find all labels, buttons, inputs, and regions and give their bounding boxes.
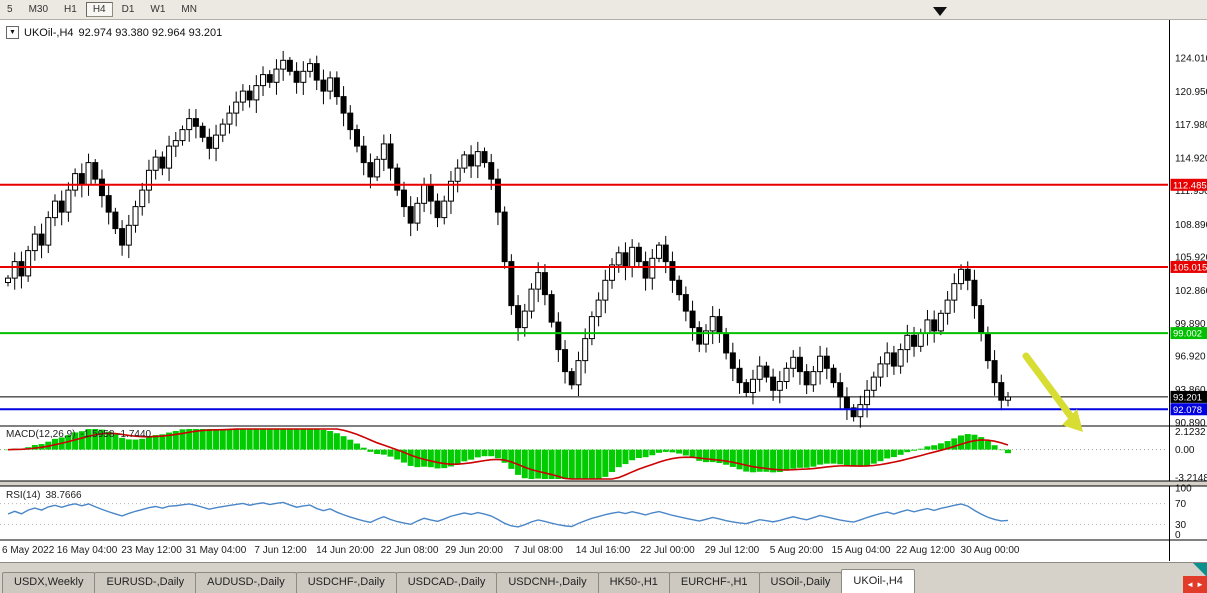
svg-text:120.950: 120.950 xyxy=(1175,87,1207,98)
chart-tab-usdcad-daily[interactable]: USDCAD-,Daily xyxy=(395,572,498,593)
svg-text:112.485: 112.485 xyxy=(1173,180,1207,191)
svg-text:70: 70 xyxy=(1175,499,1187,510)
svg-text:99.002: 99.002 xyxy=(1173,329,1202,340)
svg-text:105.920: 105.920 xyxy=(1175,252,1207,263)
time-axis-label: 29 Jun 20:00 xyxy=(445,545,503,556)
time-axis-label: 15 Aug 04:00 xyxy=(831,545,891,556)
chart-shift-marker-icon[interactable] xyxy=(933,7,947,16)
svg-text:124.010: 124.010 xyxy=(1175,54,1207,65)
svg-text:92.078: 92.078 xyxy=(1173,405,1202,416)
time-axis-label: 29 Jul 12:00 xyxy=(704,545,760,556)
time-axis-label: 14 Jun 20:00 xyxy=(316,545,374,556)
svg-text:108.890: 108.890 xyxy=(1175,220,1207,231)
time-axis-label: 23 May 12:00 xyxy=(121,545,182,556)
time-axis-label: 31 May 04:00 xyxy=(185,545,247,556)
timeframe-button-M30[interactable]: M30 xyxy=(28,4,49,15)
chart-tab-hk50-h1[interactable]: HK50-,H1 xyxy=(597,572,670,593)
annotation-arrow[interactable] xyxy=(1022,352,1083,432)
rsi-indicator-label: RSI(14) 38.7666 xyxy=(6,490,87,501)
candles xyxy=(5,50,1011,428)
chart-symbol-label: UKOil-,H4 xyxy=(24,26,74,39)
macd-indicator-label: MACD(12,26,9) -1.5958 -1.7440 xyxy=(6,429,156,440)
rsi-axis-labels: 100 70 300 xyxy=(1175,484,1192,542)
price-axis-labels: 124.010 120.950 117.980 114.920 111.950 108.8… xyxy=(1175,54,1207,429)
timeframe-button-5[interactable]: 5 xyxy=(7,4,13,15)
time-axis-label: 7 Jun 12:00 xyxy=(254,545,307,556)
time-axis-label: 22 Jul 00:00 xyxy=(640,545,695,556)
time-axis: 6 May 2022 16 May 04:00 23 May 12:00 31 May… xyxy=(0,545,1168,560)
svg-text:93.860: 93.860 xyxy=(1175,385,1206,396)
chart-tab-usdchf-daily[interactable]: USDCHF-,Daily xyxy=(295,572,397,593)
tab-scroll-left-icon[interactable]: ◄ xyxy=(1186,580,1194,589)
chart-tab-ukoil-h4[interactable]: UKOil-,H4 xyxy=(841,569,915,593)
chart-tab-eurusd-daily[interactable]: EURUSD-,Daily xyxy=(94,572,197,593)
tab-scroll-buttons: ◄ ► xyxy=(1183,576,1207,593)
chart-dropdown-icon[interactable]: ▼ xyxy=(6,26,19,39)
macd-axis-labels: 2.1232 0.00 -3.2148 xyxy=(1175,427,1207,484)
rsi-name: RSI(14) xyxy=(6,490,41,501)
svg-text:96.920: 96.920 xyxy=(1175,351,1206,362)
chart-tab-eurchf-h1[interactable]: EURCHF-,H1 xyxy=(668,572,760,593)
timeframe-button-H4[interactable]: H4 xyxy=(85,2,113,17)
time-axis-label: 6 May 2022 xyxy=(2,545,55,556)
chart-tab-audusd-daily[interactable]: AUDUSD-,Daily xyxy=(195,572,297,593)
svg-text:114.920: 114.920 xyxy=(1175,153,1207,164)
price-chart-canvas[interactable]: 124.010 120.950 117.980 114.920 111.950 108.8… xyxy=(0,20,1207,561)
chart-tab-usoil-daily[interactable]: USOil-,Daily xyxy=(758,572,843,593)
time-axis-label: 16 May 04:00 xyxy=(56,545,118,556)
horizontal-lines xyxy=(0,183,1168,411)
timeframe-toolbar: 5 M30 H1 H4 D1 W1 MN xyxy=(0,0,1207,20)
timeframe-button-MN[interactable]: MN xyxy=(181,4,197,15)
svg-text:102.860: 102.860 xyxy=(1175,286,1207,297)
svg-text:90.890: 90.890 xyxy=(1175,418,1206,429)
chart-tab-usdx-weekly[interactable]: USDX,Weekly xyxy=(2,572,96,593)
svg-text:0: 0 xyxy=(1175,530,1181,541)
timeframe-button-W1[interactable]: W1 xyxy=(150,4,166,15)
time-axis-label: 5 Aug 20:00 xyxy=(769,545,824,556)
svg-text:-3.2148: -3.2148 xyxy=(1175,473,1207,484)
svg-text:93.201: 93.201 xyxy=(1173,392,1202,403)
time-axis-label: 22 Aug 12:00 xyxy=(896,545,955,556)
svg-text:2.1232: 2.1232 xyxy=(1175,427,1206,438)
time-axis-label: 30 Aug 00:00 xyxy=(960,545,1020,556)
macd-values: -1.5958 -1.7440 xyxy=(80,429,152,440)
svg-text:99.890: 99.890 xyxy=(1175,319,1206,330)
time-axis-label: 7 Jul 08:00 xyxy=(514,545,563,556)
svg-text:111.950: 111.950 xyxy=(1175,186,1207,197)
rsi-line xyxy=(7,501,1009,528)
time-axis-label: 14 Jul 16:00 xyxy=(575,545,631,556)
corner-decoration xyxy=(1193,563,1207,577)
svg-text:100: 100 xyxy=(1175,484,1192,495)
chart-tab-usdcnh-daily[interactable]: USDCNH-,Daily xyxy=(496,572,599,593)
macd-signal-line xyxy=(7,428,1009,480)
price-tags: 112.485 105.015 99.002 93.201 92.078 xyxy=(1170,178,1207,416)
svg-text:105.015: 105.015 xyxy=(1173,262,1207,273)
macd-name: MACD(12,26,9) xyxy=(6,429,76,440)
chart-title: ▼ UKOil-,H4 92.974 93.380 92.964 93.201 xyxy=(6,26,222,39)
timeframe-button-H1[interactable]: H1 xyxy=(64,4,77,15)
svg-text:0.00: 0.00 xyxy=(1175,445,1195,456)
svg-text:117.980: 117.980 xyxy=(1175,120,1207,131)
chart-tabs-bar: USDX,Weekly EURUSD-,Daily AUDUSD-,Daily USD… xyxy=(0,562,1207,593)
tab-scroll-right-icon[interactable]: ► xyxy=(1196,580,1204,589)
timeframe-button-D1[interactable]: D1 xyxy=(121,4,135,15)
rsi-value: 38.7666 xyxy=(45,490,82,501)
chart-ohlc-values: 92.974 93.380 92.964 93.201 xyxy=(78,26,223,39)
svg-text:30: 30 xyxy=(1175,520,1187,531)
time-axis-label: 22 Jun 08:00 xyxy=(380,545,439,556)
